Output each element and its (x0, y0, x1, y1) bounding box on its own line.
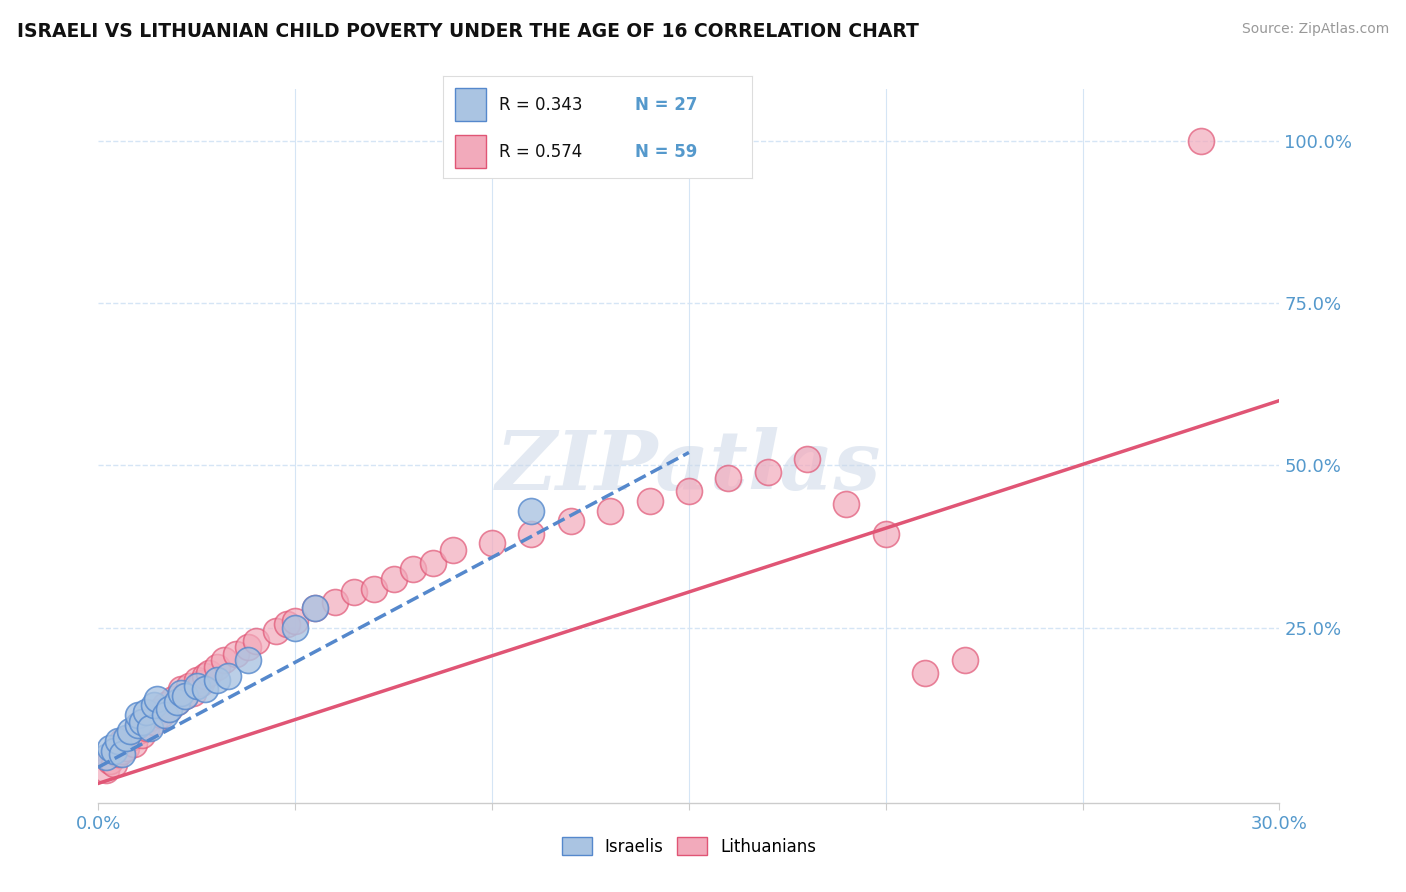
Point (96, 750, 118, 764)
Point (875, 526, 897, 541)
Point (914, 666, 936, 681)
Point (155, 698, 177, 713)
Bar (456, 88, 486, 121)
Point (131, 714, 153, 729)
Point (205, 659, 228, 673)
Point (382, 572, 405, 586)
Text: Source: ZipAtlas.com: Source: ZipAtlas.com (1241, 22, 1389, 37)
Point (245, 633, 267, 648)
Point (197, 666, 219, 681)
Text: N = 27: N = 27 (634, 95, 697, 113)
Point (276, 617, 298, 632)
Point (177, 679, 200, 693)
Point (264, 624, 287, 638)
Point (115, 731, 138, 745)
Point (1189, 134, 1212, 148)
Point (127, 708, 149, 723)
Point (131, 728, 153, 742)
Text: ISRAELI VS LITHUANIAN CHILD POVERTY UNDER THE AGE OF 16 CORRELATION CHART: ISRAELI VS LITHUANIAN CHILD POVERTY UNDE… (17, 22, 918, 41)
Point (205, 673, 228, 687)
Text: R = 0.574: R = 0.574 (499, 143, 582, 161)
Point (111, 734, 134, 748)
Point (217, 669, 239, 683)
Legend: Israelis, Lithuanians: Israelis, Lithuanians (555, 830, 823, 863)
Point (127, 724, 149, 739)
Point (481, 536, 503, 550)
Point (194, 669, 217, 683)
Point (146, 705, 169, 719)
Point (236, 653, 259, 667)
Point (127, 718, 149, 732)
Point (157, 702, 180, 716)
Point (111, 747, 134, 761)
Point (304, 601, 326, 615)
Point (142, 714, 165, 729)
Point (103, 744, 125, 758)
Point (150, 708, 173, 723)
Point (214, 653, 236, 667)
Text: ZIPatlas: ZIPatlas (496, 427, 882, 508)
Point (186, 673, 208, 687)
Point (756, 465, 779, 479)
Point (304, 601, 326, 615)
Point (118, 724, 141, 739)
Point (170, 685, 193, 699)
Point (174, 689, 197, 703)
Bar (456, 136, 486, 168)
Point (162, 692, 184, 706)
Point (284, 621, 307, 635)
Point (835, 497, 858, 511)
Point (107, 734, 129, 748)
Point (678, 484, 700, 499)
Point (363, 582, 385, 596)
Point (157, 702, 180, 716)
Point (155, 708, 177, 723)
Point (186, 679, 208, 693)
Point (166, 695, 188, 709)
Point (96, 764, 118, 778)
Point (127, 718, 149, 732)
Point (236, 640, 259, 654)
Point (284, 614, 307, 628)
Point (111, 744, 134, 758)
Point (796, 452, 818, 467)
Point (323, 595, 346, 609)
Point (166, 695, 188, 709)
Point (599, 504, 621, 518)
Point (560, 514, 582, 528)
Point (103, 756, 125, 771)
Point (638, 494, 661, 508)
Point (422, 556, 444, 570)
Point (138, 711, 160, 725)
Text: N = 59: N = 59 (634, 143, 697, 161)
Point (98, 754, 121, 768)
Point (135, 721, 157, 735)
Point (402, 562, 425, 576)
Point (441, 542, 464, 557)
Point (135, 705, 157, 719)
Point (122, 738, 145, 752)
Point (142, 698, 165, 713)
Point (98, 740, 121, 755)
Point (138, 721, 160, 735)
Point (190, 675, 212, 690)
Point (146, 692, 169, 706)
Point (107, 747, 129, 761)
Point (174, 689, 197, 703)
Point (953, 653, 976, 667)
Point (170, 682, 193, 697)
Point (118, 731, 141, 745)
Point (194, 682, 217, 697)
Point (520, 526, 543, 541)
Point (520, 504, 543, 518)
Point (225, 647, 247, 661)
Point (115, 740, 138, 755)
Point (181, 685, 204, 699)
Text: R = 0.343: R = 0.343 (499, 95, 582, 113)
Point (343, 585, 366, 599)
Point (717, 471, 740, 485)
